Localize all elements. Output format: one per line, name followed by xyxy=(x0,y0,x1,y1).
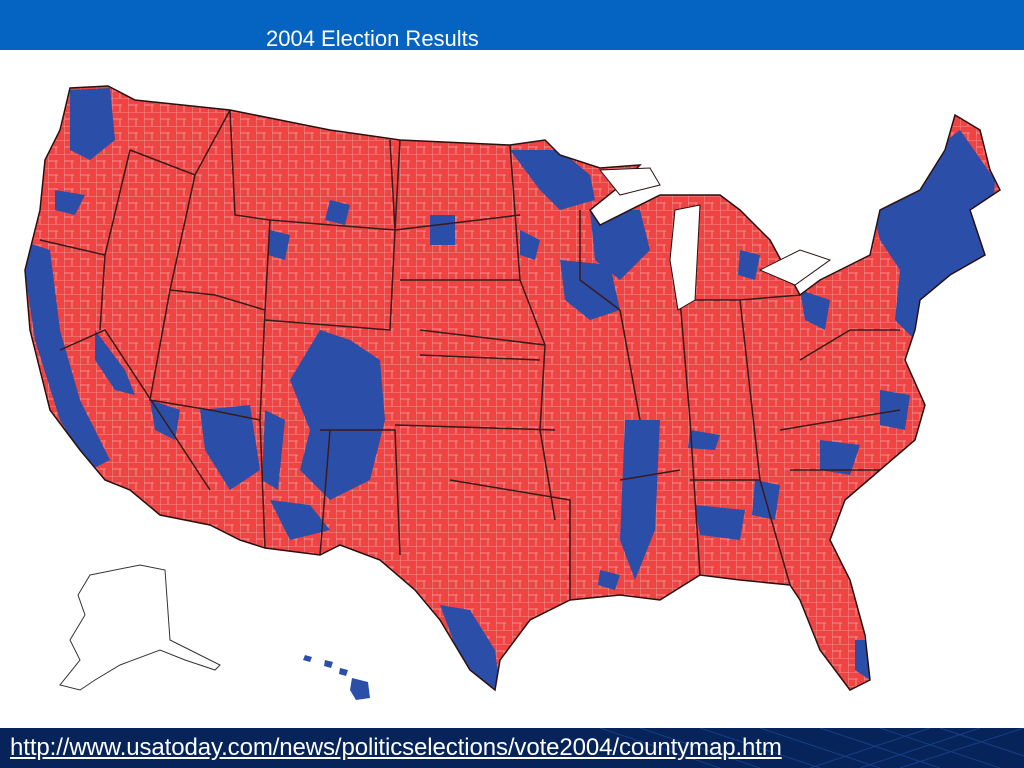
page-title: 2004 Election Results xyxy=(266,26,479,51)
footer-decoration xyxy=(599,728,1024,768)
great-lakes xyxy=(598,167,832,311)
alaska-inset xyxy=(59,564,221,691)
header-bar: 2004 Election Results xyxy=(0,0,1024,51)
footer-bar: http://www.usatoday.com/news/politicsele… xyxy=(0,728,1024,768)
hawaii-inset xyxy=(303,655,370,700)
source-link[interactable]: http://www.usatoday.com/news/politicsele… xyxy=(10,734,782,761)
us-county-map xyxy=(24,85,1001,700)
map-area xyxy=(0,50,1024,728)
us-outline xyxy=(24,85,1001,692)
state-borders xyxy=(39,109,901,600)
